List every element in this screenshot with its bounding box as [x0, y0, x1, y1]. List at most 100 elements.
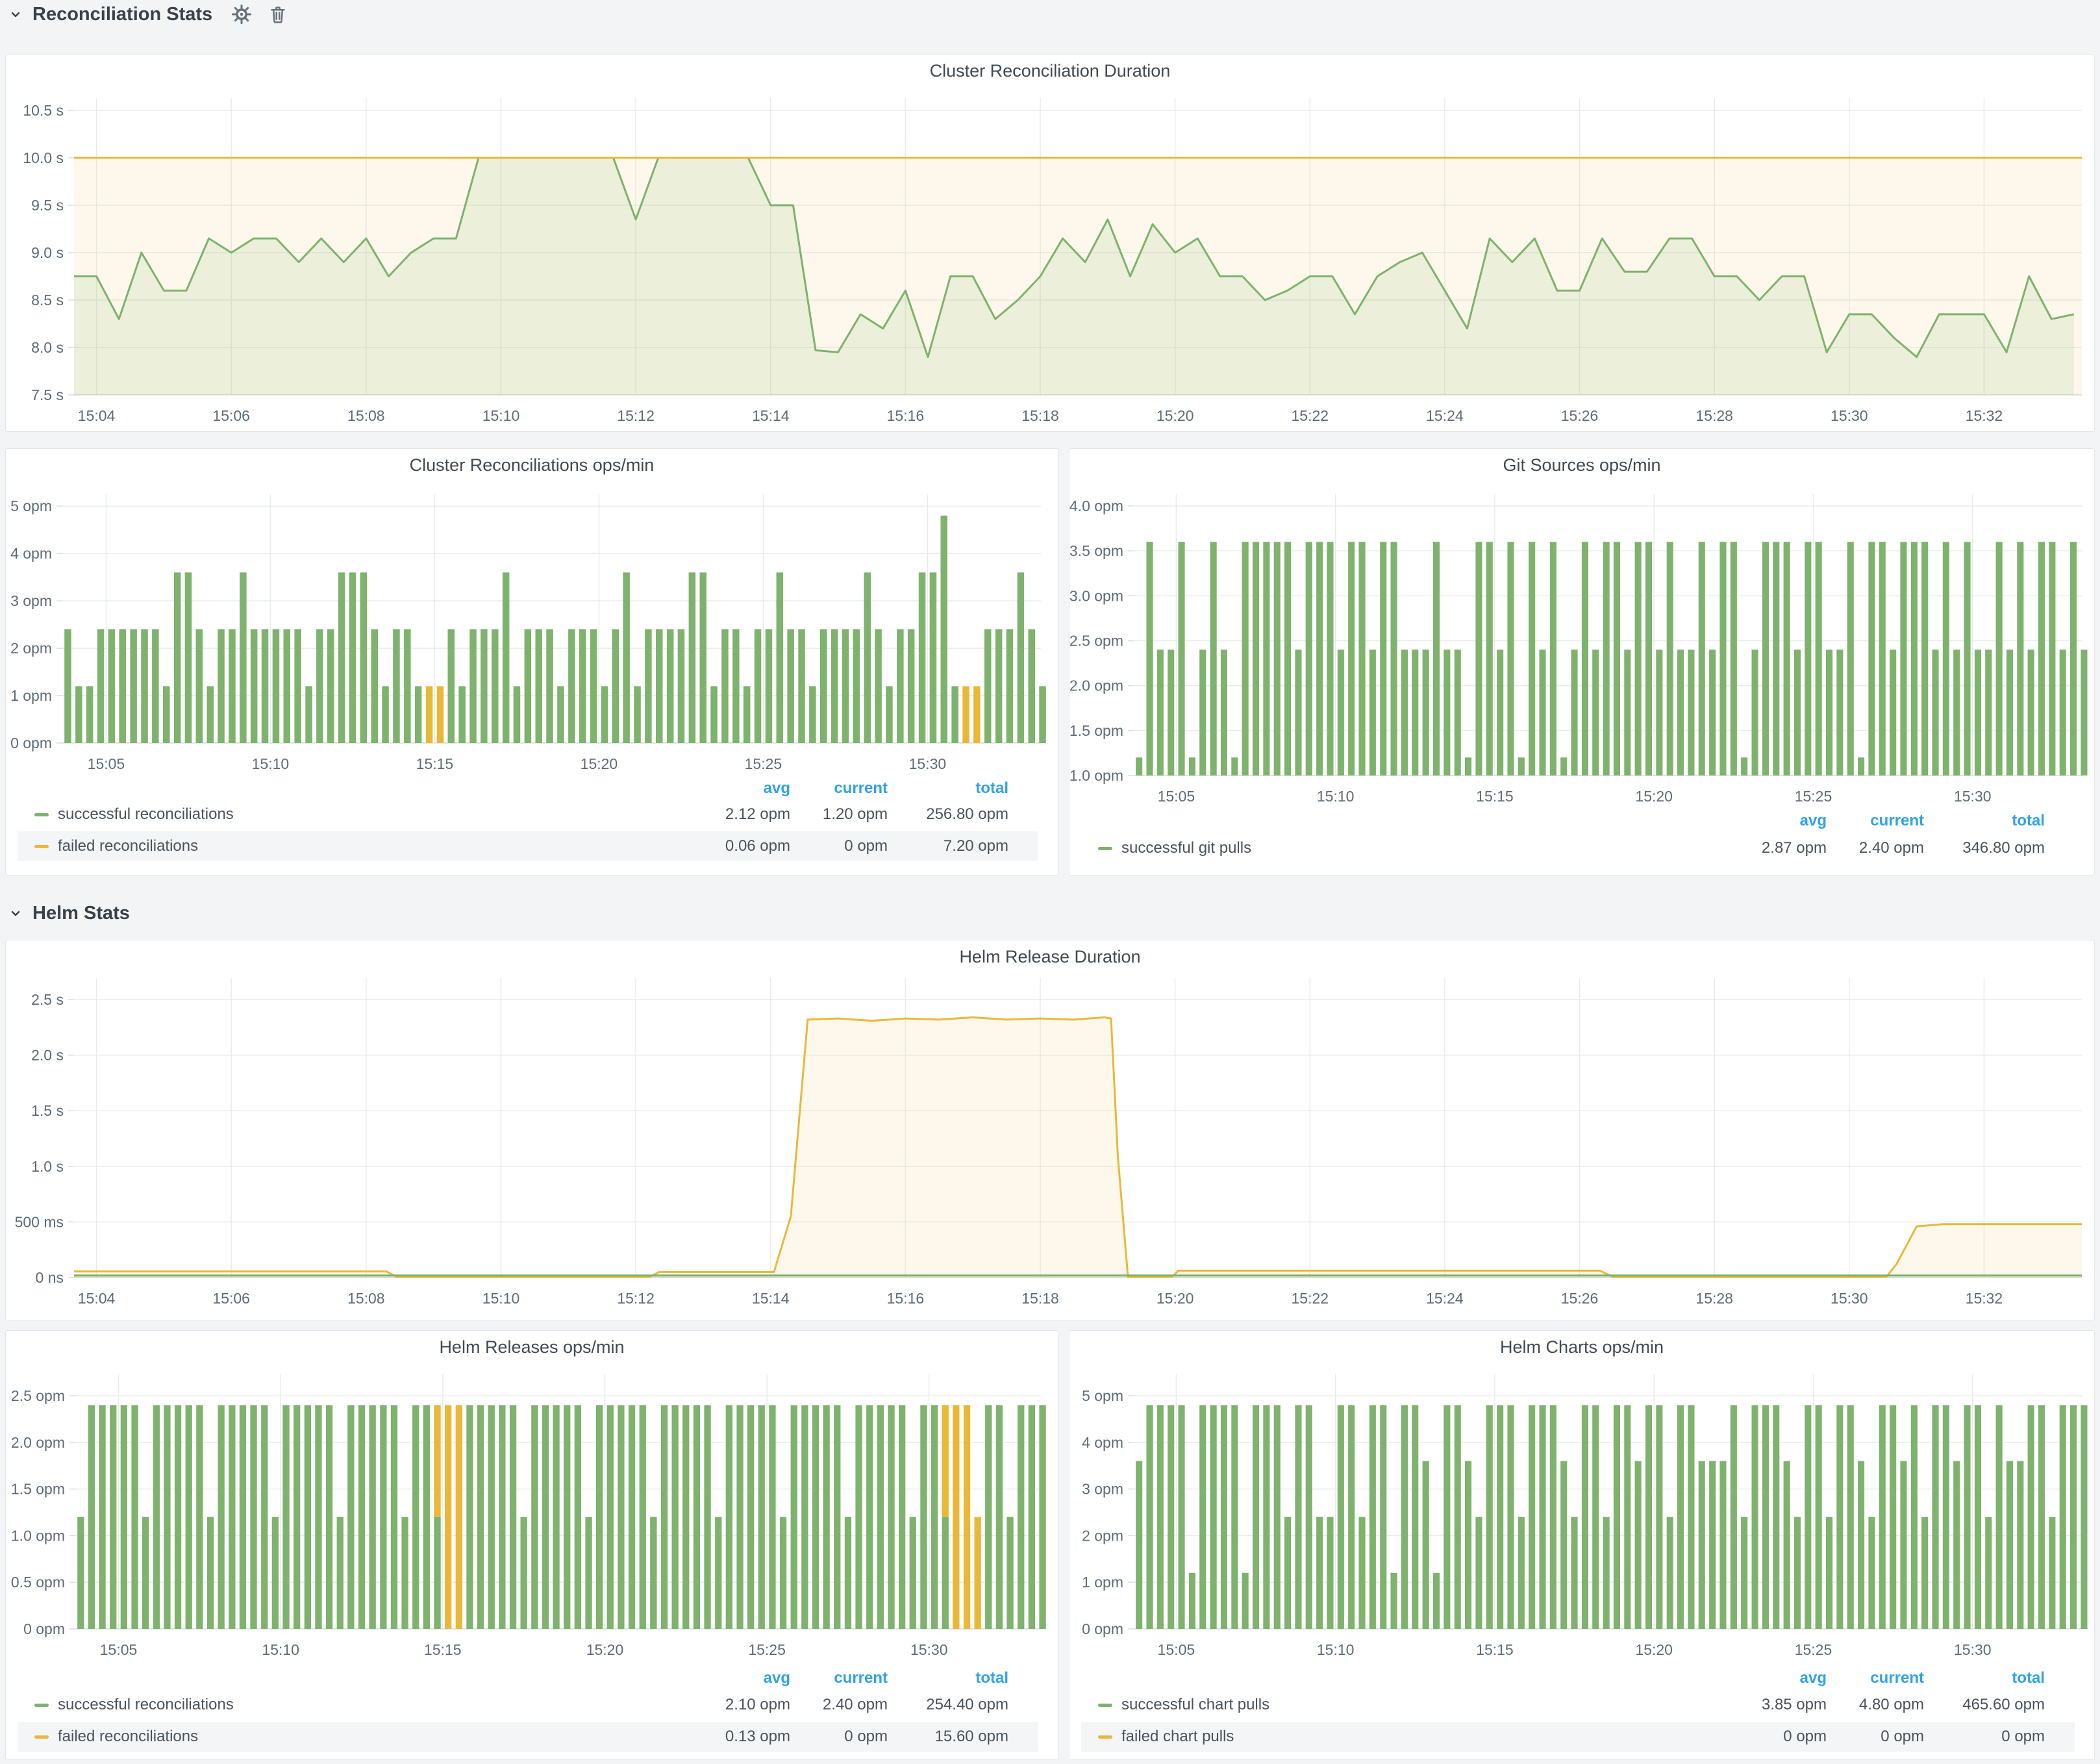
svg-text:1.0 opm: 1.0 opm — [11, 1527, 65, 1544]
panel-title[interactable]: Helm Charts ops/min — [1499, 1337, 1664, 1357]
legend-series-label[interactable]: successful chart pulls — [1121, 1696, 1270, 1713]
svg-text:15:20: 15:20 — [581, 755, 618, 772]
legend-header-current[interactable]: current — [834, 1669, 888, 1687]
svg-text:15:05: 15:05 — [88, 755, 125, 772]
svg-text:8.5 s: 8.5 s — [31, 292, 64, 309]
bars-successful — [77, 1405, 1046, 1629]
panel-title[interactable]: Git Sources ops/min — [1503, 455, 1661, 475]
svg-text:15:30: 15:30 — [1831, 407, 1868, 424]
svg-text:2 opm: 2 opm — [1082, 1527, 1123, 1544]
legend-header-current[interactable]: current — [834, 779, 888, 797]
trash-icon[interactable] — [268, 5, 288, 24]
gear-icon[interactable] — [232, 5, 252, 24]
legend-header-avg[interactable]: avg — [763, 779, 790, 797]
legend-header-row: avg current total — [18, 1663, 1038, 1693]
svg-text:15:22: 15:22 — [1292, 407, 1329, 424]
svg-text:15:15: 15:15 — [1476, 1641, 1514, 1658]
svg-text:15:30: 15:30 — [910, 1641, 948, 1658]
svg-text:15:18: 15:18 — [1021, 1290, 1059, 1307]
svg-text:15:20: 15:20 — [1635, 788, 1673, 805]
legend-series-label[interactable]: failed reconciliations — [58, 1728, 199, 1745]
svg-text:15:06: 15:06 — [212, 1290, 250, 1307]
svg-text:2.0 s: 2.0 s — [31, 1047, 64, 1064]
svg-text:15:08: 15:08 — [347, 407, 385, 424]
legend-header-total[interactable]: total — [2012, 812, 2045, 829]
svg-text:5 opm: 5 opm — [1082, 1387, 1123, 1404]
axis-labels: 2.5 opm 2.0 opm 1.5 opm 1.0 opm 0.5 opm 0 opm… — [11, 1387, 948, 1658]
legend-header-total[interactable]: total — [975, 779, 1008, 797]
panel-git-sources-ops: 4.0 opm 3.5 opm 3.0 opm 2.5 opm 2.0 opm 1.5 o… — [1069, 448, 2095, 876]
svg-text:3.0 opm: 3.0 opm — [1069, 587, 1123, 604]
svg-text:5 opm: 5 opm — [10, 498, 52, 514]
section-header-helm-stats[interactable]: Helm Stats — [8, 900, 130, 926]
chart-git-sources-ops: 4.0 opm 3.5 opm 3.0 opm 2.5 opm 2.0 opm 1.5 o… — [1069, 494, 2088, 805]
svg-text:1 opm: 1 opm — [1082, 1574, 1123, 1591]
svg-text:8.0 s: 8.0 s — [31, 339, 64, 356]
svg-text:1 opm: 1 opm — [10, 687, 52, 704]
chart-helm-releases-ops: 2.5 opm 2.0 opm 1.5 opm 1.0 opm 0.5 opm 0 opm… — [11, 1374, 1046, 1658]
svg-text:2.5 opm: 2.5 opm — [1069, 632, 1123, 649]
svg-text:1.5 s: 1.5 s — [31, 1102, 64, 1119]
svg-text:15:26: 15:26 — [1561, 407, 1599, 424]
svg-text:10.5 s: 10.5 s — [23, 102, 64, 119]
panel-title[interactable]: Helm Releases ops/min — [439, 1337, 625, 1357]
svg-text:15:06: 15:06 — [212, 407, 250, 424]
svg-text:15:12: 15:12 — [617, 1290, 655, 1307]
svg-text:2 opm: 2 opm — [10, 640, 52, 657]
panel-helm-release-duration: 2.5 s 2.0 s 1.5 s 1.0 s 500 ms 0 ns 15:04 15:06… — [5, 940, 2095, 1320]
svg-text:0 ns: 0 ns — [36, 1269, 64, 1286]
svg-text:15:10: 15:10 — [1317, 1641, 1355, 1658]
svg-text:4.0 opm: 4.0 opm — [1069, 498, 1123, 514]
svg-text:15:10: 15:10 — [262, 1641, 299, 1658]
legend-header-total[interactable]: total — [975, 1669, 1008, 1687]
svg-text:15:25: 15:25 — [1795, 788, 1832, 805]
bars-failed — [425, 686, 981, 743]
legend-series-label[interactable]: successful git pulls — [1121, 839, 1252, 857]
svg-text:1.5 opm: 1.5 opm — [1069, 722, 1123, 739]
svg-text:15:18: 15:18 — [1021, 407, 1059, 424]
panel-title[interactable]: Cluster Reconciliation Duration — [929, 61, 1171, 81]
svg-text:15:16: 15:16 — [887, 1290, 925, 1307]
svg-text:1.0 s: 1.0 s — [31, 1158, 64, 1175]
legend-series-label[interactable]: failed reconciliations — [58, 837, 199, 855]
section-title[interactable]: Helm Stats — [32, 902, 130, 924]
svg-text:15:30: 15:30 — [1831, 1290, 1868, 1307]
svg-text:9.0 s: 9.0 s — [31, 244, 64, 261]
chevron-down-icon[interactable] — [8, 905, 23, 921]
panel-cluster-reconciliations-ops: 5 opm 4 opm 3 opm 2 opm 1 opm 0 opm 15:05 15:10… — [5, 448, 1058, 876]
section-title[interactable]: Reconciliation Stats — [32, 3, 213, 25]
chart-cluster-reconciliations-ops: 5 opm 4 opm 3 opm 2 opm 1 opm 0 opm 15:05 15:10… — [10, 494, 1046, 772]
svg-text:15:24: 15:24 — [1426, 1290, 1464, 1307]
legend-header-current[interactable]: current — [1870, 812, 1924, 829]
svg-text:15:30: 15:30 — [1954, 1641, 1992, 1658]
legend-series-label[interactable]: successful reconciliations — [58, 1696, 234, 1713]
svg-text:3 opm: 3 opm — [10, 592, 52, 609]
svg-text:15:15: 15:15 — [416, 755, 454, 772]
svg-text:15:15: 15:15 — [424, 1641, 462, 1658]
legend-header-avg[interactable]: avg — [1799, 1669, 1827, 1687]
legend-header-avg[interactable]: avg — [1799, 812, 1827, 829]
section-header-reconciliation-stats[interactable]: Reconciliation Stats — [8, 1, 288, 27]
axis-labels: 5 opm 4 opm 3 opm 2 opm 1 opm 0 opm 15:05 15:10… — [10, 498, 946, 772]
legend-series-label[interactable]: failed chart pulls — [1121, 1728, 1234, 1745]
svg-text:15:22: 15:22 — [1292, 1290, 1329, 1307]
svg-text:2.0 opm: 2.0 opm — [1069, 677, 1123, 694]
legend-header-avg[interactable]: avg — [763, 1669, 790, 1687]
svg-text:15:14: 15:14 — [752, 1290, 790, 1307]
svg-text:15:16: 15:16 — [887, 407, 925, 424]
legend-header-row: avg current total — [18, 774, 1038, 803]
axis-labels: 10.5 s 10.0 s 9.5 s 9.0 s 8.5 s 8.0 s 7.5 s 15:… — [23, 102, 2003, 424]
section-actions — [232, 5, 288, 24]
svg-text:15:10: 15:10 — [482, 1290, 520, 1307]
svg-text:15:28: 15:28 — [1695, 407, 1733, 424]
panel-title[interactable]: Cluster Reconciliations ops/min — [409, 455, 655, 475]
svg-text:15:05: 15:05 — [1158, 788, 1195, 805]
svg-text:15:25: 15:25 — [748, 1641, 786, 1658]
legend-header-current[interactable]: current — [1870, 1669, 1924, 1687]
chevron-down-icon[interactable] — [8, 6, 23, 22]
panel-title[interactable]: Helm Release Duration — [959, 947, 1141, 966]
svg-text:3.5 opm: 3.5 opm — [1069, 542, 1123, 559]
svg-text:15:28: 15:28 — [1695, 1290, 1733, 1307]
legend-header-total[interactable]: total — [2012, 1669, 2045, 1687]
legend-series-label[interactable]: successful reconciliations — [58, 805, 234, 823]
